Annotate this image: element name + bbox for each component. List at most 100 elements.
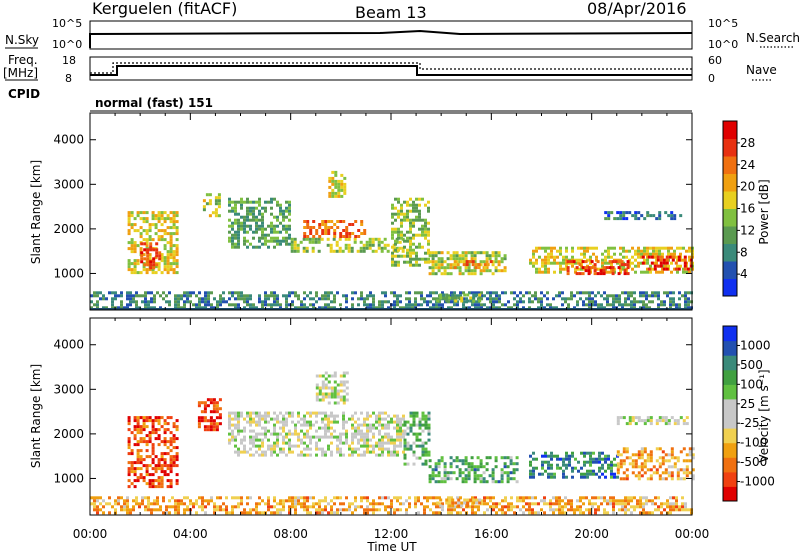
data-cell: [154, 232, 158, 236]
data-cell: [258, 432, 261, 436]
data-cell: [145, 467, 149, 471]
data-cell: [471, 263, 475, 267]
data-cell: [315, 392, 319, 396]
data-cell: [574, 261, 577, 265]
data-cell: [400, 218, 403, 222]
data-cell: [670, 261, 673, 265]
data-cell: [531, 294, 534, 298]
data-cell: [607, 255, 610, 259]
data-cell: [625, 217, 629, 221]
data-cell: [642, 294, 645, 298]
data-cell: [630, 303, 633, 307]
data-cell: [681, 294, 684, 298]
data-cell: [363, 453, 366, 457]
data-cell: [429, 300, 432, 304]
noise-panel-frame: [89, 20, 693, 50]
data-cell: [386, 249, 390, 253]
data-cell: [108, 291, 111, 295]
data-cell: [586, 475, 589, 479]
data-cell: [330, 392, 334, 396]
data-cell: [186, 297, 189, 301]
data-cell: [685, 468, 689, 472]
data-cell: [393, 294, 396, 298]
data-cell: [622, 264, 625, 268]
data-cell: [273, 297, 276, 301]
data-cell: [544, 267, 547, 271]
data-cell: [403, 429, 407, 433]
data-cell: [577, 246, 580, 250]
nave-trace: [90, 62, 692, 74]
data-cell: [622, 255, 625, 259]
data-cell: [393, 508, 396, 512]
data-cell: [151, 443, 155, 447]
data-cell: [255, 438, 258, 442]
data-cell: [456, 294, 459, 298]
data-cell: [154, 416, 158, 420]
data-cell: [664, 468, 668, 472]
data-cell: [580, 246, 583, 250]
data-cell: [330, 505, 333, 509]
data-cell: [525, 508, 528, 512]
data-cell: [396, 444, 399, 448]
data-cell: [598, 469, 601, 473]
data-cell: [93, 291, 96, 295]
data-cell: [670, 416, 674, 420]
data-cell: [172, 250, 176, 254]
data-cell: [264, 453, 267, 457]
freq-label-line1: Freq.: [8, 53, 38, 67]
data-cell: [201, 297, 204, 301]
data-cell: [679, 252, 682, 256]
data-cell: [637, 255, 640, 259]
data-cell: [399, 423, 402, 427]
data-cell: [544, 249, 547, 253]
data-cell: [590, 266, 594, 270]
data-cell: [142, 416, 146, 420]
data-cell: [409, 429, 413, 433]
data-cell: [657, 303, 660, 307]
data-cell: [667, 264, 670, 268]
data-cell: [129, 508, 132, 512]
data-cell: [140, 251, 144, 255]
data-cell: [267, 200, 270, 204]
data-cell: [483, 499, 486, 503]
data-cell: [327, 511, 330, 515]
data-cell: [285, 297, 288, 301]
data-cell: [427, 248, 430, 252]
noise-trace: [89, 29, 693, 48]
data-cell: [321, 395, 325, 399]
data-cell: [279, 426, 282, 430]
data-cell: [339, 438, 342, 442]
data-cell: [418, 245, 421, 249]
data-cell: [418, 444, 422, 448]
data-cell: [448, 498, 452, 502]
data-cell: [169, 455, 173, 459]
data-cell: [240, 224, 243, 228]
data-cell: [588, 511, 591, 515]
data-cell: [668, 255, 672, 259]
data-cell: [333, 380, 337, 384]
data-cell: [371, 240, 375, 244]
data-cell: [380, 249, 384, 253]
data-cell: [474, 306, 477, 310]
data-cell: [588, 508, 591, 512]
data-cell: [604, 249, 607, 253]
data-cell: [593, 266, 597, 270]
data-cell: [330, 411, 333, 415]
data-cell: [228, 230, 231, 234]
data-cell: [237, 212, 240, 216]
data-cell: [345, 508, 348, 512]
data-cell: [343, 182, 347, 186]
data-cell: [148, 479, 152, 483]
data-cell: [148, 268, 152, 272]
data-cell: [658, 416, 662, 420]
data-cell: [345, 371, 349, 375]
data-cell: [351, 297, 354, 301]
data-cell: [594, 511, 597, 515]
data-cell: [501, 508, 504, 512]
data-cell: [294, 499, 297, 503]
data-cell: [366, 444, 369, 448]
data-cell: [628, 416, 632, 420]
data-cell: [288, 227, 291, 231]
data-cell: [168, 300, 171, 304]
data-cell: [219, 508, 222, 512]
